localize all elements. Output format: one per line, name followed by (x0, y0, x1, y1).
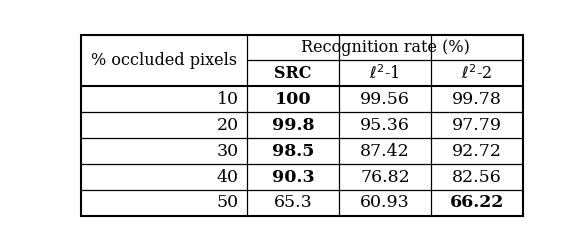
Text: Recognition rate (%): Recognition rate (%) (301, 39, 470, 56)
Text: 65.3: 65.3 (273, 194, 312, 212)
Text: $\ell^2$-2: $\ell^2$-2 (461, 64, 493, 83)
Text: 98.5: 98.5 (272, 143, 314, 160)
Text: % occluded pixels: % occluded pixels (91, 52, 237, 69)
Text: 99.78: 99.78 (452, 91, 502, 108)
Text: 50: 50 (217, 194, 239, 212)
Text: 30: 30 (217, 143, 239, 160)
Text: 97.79: 97.79 (452, 117, 502, 134)
Text: 100: 100 (274, 91, 311, 108)
Text: 87.42: 87.42 (360, 143, 410, 160)
Text: $\ell^2$-1: $\ell^2$-1 (370, 64, 401, 83)
Text: 66.22: 66.22 (450, 194, 504, 212)
Text: 99.8: 99.8 (272, 117, 314, 134)
Text: 90.3: 90.3 (272, 169, 314, 186)
Text: 95.36: 95.36 (360, 117, 410, 134)
Text: 60.93: 60.93 (360, 194, 410, 212)
Text: 82.56: 82.56 (452, 169, 502, 186)
Text: 99.56: 99.56 (360, 91, 410, 108)
Text: SRC: SRC (274, 65, 312, 82)
Text: 10: 10 (217, 91, 239, 108)
Text: 76.82: 76.82 (360, 169, 410, 186)
Text: 20: 20 (217, 117, 239, 134)
Text: 40: 40 (217, 169, 239, 186)
Text: 92.72: 92.72 (452, 143, 502, 160)
